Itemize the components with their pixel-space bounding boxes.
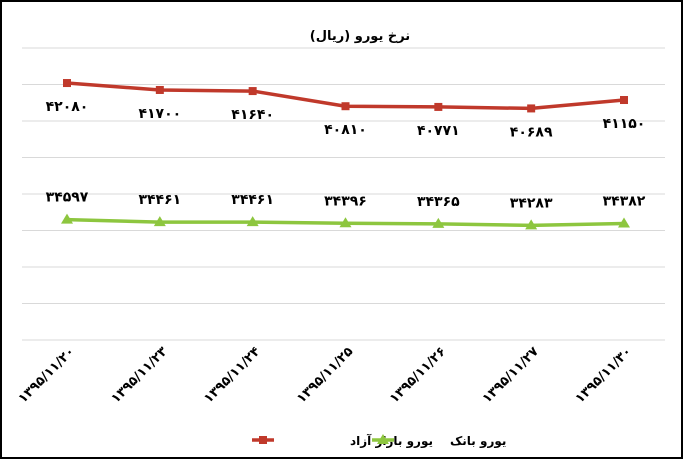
series-2: ۳۴۵۹۷ ۳۴۴۶۱ ۳۴۴۶۱ ۳۴۳۹۶ ۳۴۳۶۵ ۳۴۲۸۳ ۳۴۳۸۲ xyxy=(46,190,646,230)
data-label: ۴۰۷۷۱ xyxy=(417,123,460,139)
data-point xyxy=(432,217,445,228)
data-point xyxy=(61,213,73,224)
chart-title: نرخ یورو (ریال) xyxy=(310,29,410,44)
data-point xyxy=(620,96,628,105)
data-label: ۳۴۴۶۱ xyxy=(231,192,274,208)
gridlines xyxy=(22,47,665,341)
data-point xyxy=(63,79,71,88)
data-point xyxy=(525,219,538,230)
x-tick-label: ۱۳۹۵/۱۱/۲۰ xyxy=(16,344,78,406)
series-1: ۴۲۰۸۰ ۴۱۷۰۰ ۴۱۶۴۰ ۴۰۸۱۰ ۴۰۷۷۱ ۴۰۶۸۹ ۴۱۱۵۰ xyxy=(46,79,646,140)
data-label: ۴۲۰۸۰ xyxy=(46,99,89,115)
x-tick-label: ۱۳۹۵/۱۱/۲۶ xyxy=(387,344,449,406)
data-label: ۳۴۳۹۶ xyxy=(324,193,367,209)
data-point xyxy=(248,87,257,96)
x-tick-label: ۱۳۹۵/۱۱/۲۴ xyxy=(201,344,263,406)
data-label: ۳۴۳۸۲ xyxy=(603,194,646,210)
legend-marker xyxy=(259,436,267,444)
data-label: ۴۰۸۱۰ xyxy=(324,122,367,138)
legend-item-1: یورو بازار آزاد xyxy=(252,433,433,449)
legend-label: یورو بانک xyxy=(450,434,506,449)
x-tick-label: ۱۳۹۵/۱۱/۳۰ xyxy=(573,344,635,406)
legend-item-2: یورو بانک xyxy=(372,434,506,449)
data-label: ۴۱۱۵۰ xyxy=(603,116,646,132)
data-label: ۳۴۲۸۳ xyxy=(510,195,553,211)
series-layer: ۴۲۰۸۰ ۴۱۷۰۰ ۴۱۶۴۰ ۴۰۸۱۰ ۴۰۷۷۱ ۴۰۶۸۹ ۴۱۱۵۰ ۳۴۵۹۷… xyxy=(46,79,646,230)
data-point xyxy=(341,102,350,111)
x-tick-label: ۱۳۹۵/۱۱/۲۵ xyxy=(294,344,356,406)
data-label: ۳۴۴۶۱ xyxy=(138,192,181,208)
legend-marker xyxy=(377,434,389,444)
x-axis-ticks: ۱۳۹۵/۱۱/۲۰ ۱۳۹۵/۱۱/۲۳ ۱۳۹۵/۱۱/۲۴ ۱۳۹۵/۱۱/۲۵… xyxy=(16,344,635,406)
data-point xyxy=(618,217,630,228)
data-point xyxy=(434,102,443,111)
data-label: ۴۱۶۴۰ xyxy=(231,107,274,123)
legend: یورو بازار آزاد یورو بانک xyxy=(252,433,506,449)
x-tick-label: ۱۳۹۵/۱۱/۲۷ xyxy=(480,344,542,406)
x-tick-label: ۱۳۹۵/۱۱/۲۳ xyxy=(108,344,170,406)
data-label: ۴۰۶۸۹ xyxy=(510,124,553,140)
data-point xyxy=(246,216,259,227)
data-point xyxy=(155,85,164,94)
data-label: ۳۴۳۶۵ xyxy=(417,194,460,210)
data-label: ۳۴۵۹۷ xyxy=(46,190,89,206)
data-point xyxy=(527,104,536,113)
data-label: ۴۱۷۰۰ xyxy=(138,106,181,122)
data-point xyxy=(339,217,352,228)
data-point xyxy=(153,216,166,227)
